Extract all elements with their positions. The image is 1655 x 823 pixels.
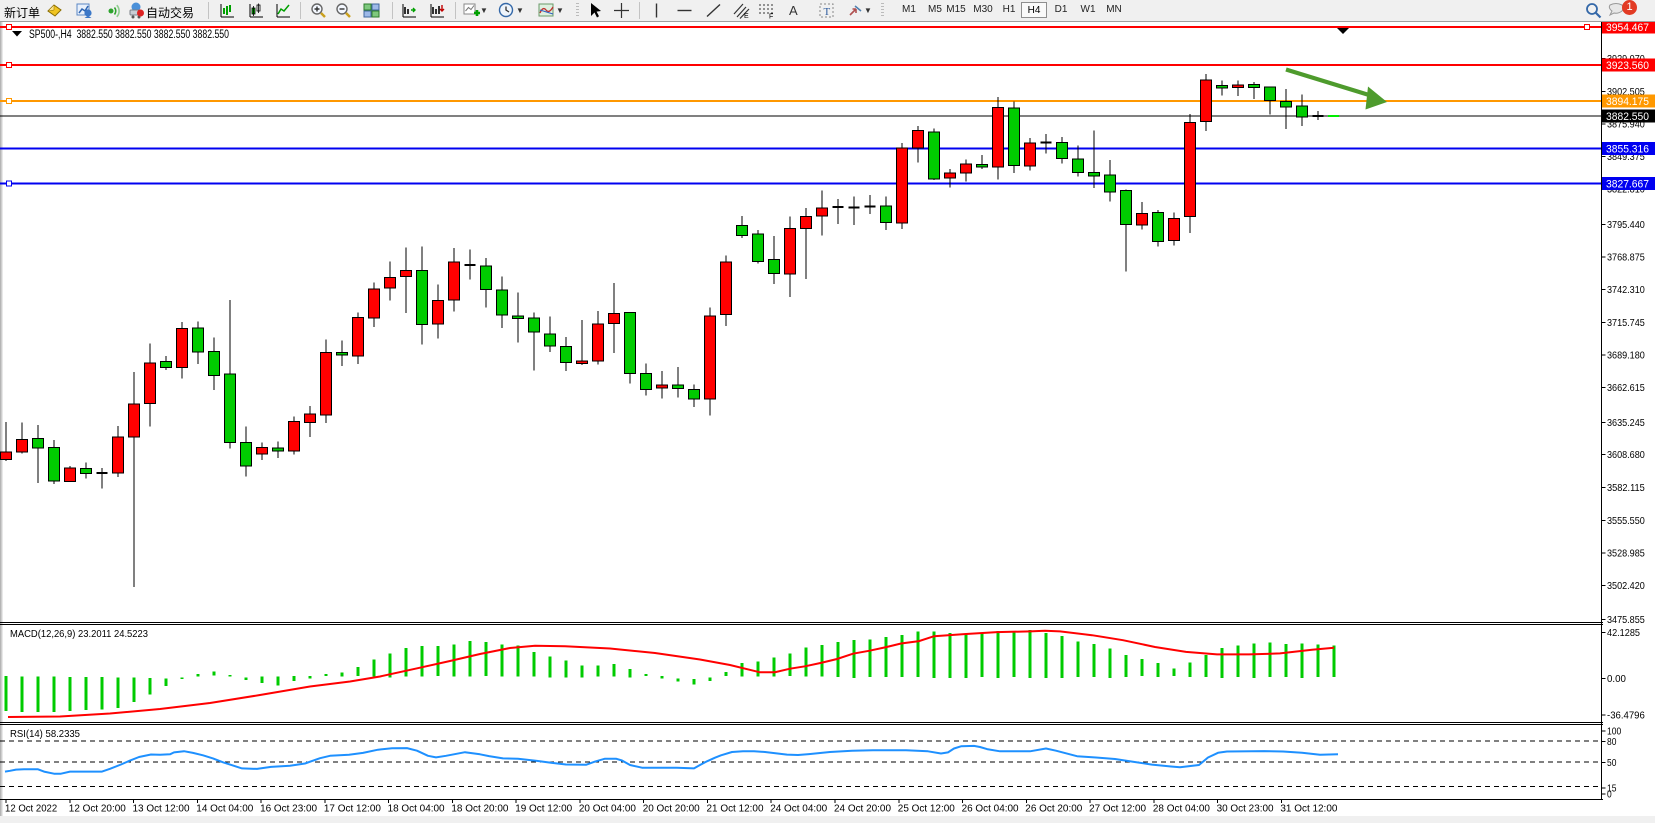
svg-text:12 Oct 2022: 12 Oct 2022 (5, 803, 57, 815)
svg-text:26 Oct 20:00: 26 Oct 20:00 (1025, 803, 1082, 815)
svg-text:RSI(14) 58.2335: RSI(14) 58.2335 (10, 728, 80, 740)
svg-text:MACD(12,26,9) 23.2011 24.5223: MACD(12,26,9) 23.2011 24.5223 (10, 628, 148, 640)
svg-text:27 Oct 12:00: 27 Oct 12:00 (1089, 803, 1146, 815)
svg-text:18 Oct 20:00: 18 Oct 20:00 (451, 803, 508, 815)
svg-text:16 Oct 23:00: 16 Oct 23:00 (260, 803, 317, 815)
svg-text:3827.667: 3827.667 (1606, 178, 1649, 190)
svg-text:30 Oct 23:00: 30 Oct 23:00 (1217, 803, 1274, 815)
svg-text:3555.550: 3555.550 (1607, 515, 1645, 527)
svg-text:18 Oct 04:00: 18 Oct 04:00 (388, 803, 445, 815)
svg-text:3742.310: 3742.310 (1607, 284, 1645, 296)
svg-text:3608.680: 3608.680 (1607, 449, 1645, 461)
svg-text:3502.420: 3502.420 (1607, 580, 1645, 592)
svg-text:15: 15 (1607, 782, 1617, 794)
svg-text:100: 100 (1607, 725, 1621, 737)
svg-text:26 Oct 04:00: 26 Oct 04:00 (962, 803, 1019, 815)
svg-text:3475.855: 3475.855 (1607, 614, 1645, 626)
svg-text:E: E (744, 13, 749, 19)
svg-text:3795.440: 3795.440 (1607, 219, 1645, 231)
svg-text:-36.4796: -36.4796 (1607, 709, 1645, 721)
svg-text:3855.316: 3855.316 (1606, 143, 1649, 155)
svg-text:24 Oct 20:00: 24 Oct 20:00 (834, 803, 891, 815)
svg-text:25 Oct 12:00: 25 Oct 12:00 (898, 803, 955, 815)
svg-text:0.00: 0.00 (1607, 673, 1626, 685)
svg-text:0: 0 (1607, 788, 1612, 800)
svg-text:21 Oct 12:00: 21 Oct 12:00 (707, 803, 764, 815)
svg-text:12 Oct 20:00: 12 Oct 20:00 (69, 803, 126, 815)
svg-text:3768.875: 3768.875 (1607, 251, 1645, 263)
svg-text:F: F (769, 14, 773, 20)
svg-text:3954.467: 3954.467 (1606, 22, 1649, 34)
svg-text:T: T (824, 6, 831, 18)
svg-text:3528.985: 3528.985 (1607, 547, 1645, 559)
svg-text:20 Oct 20:00: 20 Oct 20:00 (643, 803, 700, 815)
svg-text:20 Oct 04:00: 20 Oct 04:00 (579, 803, 636, 815)
svg-text:3662.615: 3662.615 (1607, 382, 1645, 394)
svg-text:28 Oct 04:00: 28 Oct 04:00 (1153, 803, 1210, 815)
svg-text:SP500-,H4 3882.550 3882.550 3: SP500-,H4 3882.550 3882.550 3882.550 388… (29, 29, 229, 41)
svg-text:31 Oct 12:00: 31 Oct 12:00 (1280, 803, 1337, 815)
svg-text:19 Oct 12:00: 19 Oct 12:00 (515, 803, 572, 815)
svg-text:3882.550: 3882.550 (1606, 111, 1649, 123)
svg-text:3894.175: 3894.175 (1606, 96, 1649, 108)
svg-text:3923.560: 3923.560 (1606, 60, 1649, 72)
svg-text:17 Oct 12:00: 17 Oct 12:00 (324, 803, 381, 815)
svg-text:13 Oct 12:00: 13 Oct 12:00 (133, 803, 190, 815)
svg-text:3715.745: 3715.745 (1607, 317, 1645, 329)
svg-text:24 Oct 04:00: 24 Oct 04:00 (770, 803, 827, 815)
svg-text:14 Oct 04:00: 14 Oct 04:00 (196, 803, 253, 815)
svg-text:3635.245: 3635.245 (1607, 417, 1645, 429)
svg-text:50: 50 (1607, 757, 1617, 769)
svg-text:3582.115: 3582.115 (1607, 482, 1645, 494)
svg-text:80: 80 (1607, 736, 1617, 748)
svg-text:42.1285: 42.1285 (1607, 627, 1640, 639)
svg-text:3689.180: 3689.180 (1607, 349, 1645, 361)
